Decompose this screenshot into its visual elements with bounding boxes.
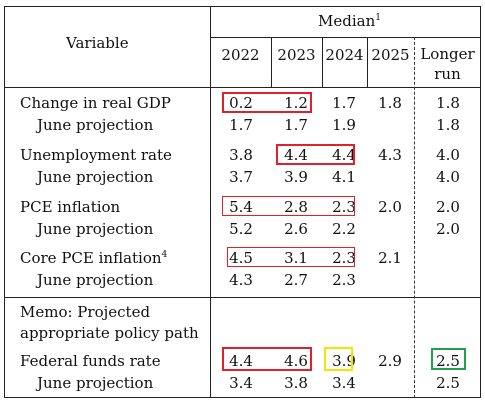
cell-2022: 5.2 xyxy=(229,220,253,238)
row-label: Unemployment rate xyxy=(20,146,172,164)
cell-2024: 4.1 xyxy=(332,168,356,186)
cell-longer-run: 1.8 xyxy=(436,94,460,112)
row-label-june-projection: June projection xyxy=(37,374,154,392)
year-header-2025: 2025 xyxy=(371,46,410,64)
row-label: PCE inflation xyxy=(20,198,121,216)
cell-2025: 2.1 xyxy=(378,249,402,267)
cell-2024: 1.7 xyxy=(332,94,356,112)
year-header-2023: 2023 xyxy=(277,46,316,64)
median-header: Median1 xyxy=(318,12,381,30)
cell-2024: 3.9 xyxy=(332,352,356,370)
highlight-gdp-2022-2023 xyxy=(222,92,312,113)
row-label-june-projection: June projection xyxy=(37,220,154,238)
cell-2024: 4.4 xyxy=(332,146,356,164)
cell-2022: 3.7 xyxy=(229,168,253,186)
cell-2022: 1.7 xyxy=(229,116,253,134)
highlight-unemployment-2023-2024 xyxy=(276,144,355,165)
cell-2022: 3.8 xyxy=(229,146,253,164)
cell-2024: 1.9 xyxy=(332,116,356,134)
cell-2023: 2.7 xyxy=(284,271,308,289)
year-header-2022: 2022 xyxy=(221,46,260,64)
header-col-divider-2025 xyxy=(367,37,368,87)
longer-run-dashed-divider xyxy=(414,37,415,398)
cell-2022: 4.5 xyxy=(229,249,253,267)
cell-longer-run: 2.5 xyxy=(436,352,460,370)
cell-2023: 1.7 xyxy=(284,116,308,134)
cell-2023: 3.8 xyxy=(284,374,308,392)
cell-longer-run: 2.5 xyxy=(436,374,460,392)
highlight-fedfunds-2024 xyxy=(324,347,353,371)
cell-longer-run: 2.0 xyxy=(436,220,460,238)
cell-2024: 2.3 xyxy=(332,249,356,267)
cell-2024: 3.4 xyxy=(332,374,356,392)
highlight-fedfunds-2022-2023 xyxy=(222,347,312,371)
cell-2025: 2.9 xyxy=(378,352,402,370)
projections-table xyxy=(4,6,481,398)
row-label-june-projection: June projection xyxy=(37,116,154,134)
cell-2023: 2.6 xyxy=(284,220,308,238)
cell-2024: 2.3 xyxy=(332,198,356,216)
cell-2023: 2.8 xyxy=(284,198,308,216)
row-label: Core PCE inflation4 xyxy=(20,249,168,267)
row-label-june-projection: June projection xyxy=(37,271,154,289)
year-header-2024: 2024 xyxy=(325,46,364,64)
cell-2022: 4.4 xyxy=(229,352,253,370)
cell-2023: 1.2 xyxy=(284,94,308,112)
cell-longer-run: 2.0 xyxy=(436,198,460,216)
header-col-divider-2024 xyxy=(322,37,323,87)
cell-longer-run: 4.0 xyxy=(436,168,460,186)
highlight-core-pce-2022-2024 xyxy=(227,247,355,267)
row-label: Federal funds rate xyxy=(20,352,161,370)
cell-2022: 3.4 xyxy=(229,374,253,392)
cell-2023: 4.6 xyxy=(284,352,308,370)
cell-longer-run: 1.8 xyxy=(436,116,460,134)
cell-2022: 0.2 xyxy=(229,94,253,112)
cell-2024: 2.3 xyxy=(332,271,356,289)
cell-2022: 4.3 xyxy=(229,271,253,289)
row-label-june-projection: June projection xyxy=(37,168,154,186)
variable-header: Variable xyxy=(66,34,129,52)
cell-2023: 4.4 xyxy=(284,146,308,164)
row-label: Change in real GDP xyxy=(20,94,171,112)
cell-2023: 3.9 xyxy=(284,168,308,186)
variable-column-divider xyxy=(210,6,211,398)
longer-run-header: Longer run xyxy=(420,45,475,83)
cell-2024: 2.2 xyxy=(332,220,356,238)
cell-2023: 3.1 xyxy=(284,249,308,267)
cell-2022: 5.4 xyxy=(229,198,253,216)
cell-2025: 2.0 xyxy=(378,198,402,216)
header-divider-median xyxy=(210,37,481,38)
highlight-pce-2022-2024 xyxy=(222,196,355,216)
memo-label: Memo: Projected appropriate policy path xyxy=(20,303,199,342)
header-bottom-rule xyxy=(4,87,481,88)
highlight-fedfunds-longer-run xyxy=(431,348,466,370)
cell-2025: 1.8 xyxy=(378,94,402,112)
header-col-divider-2023 xyxy=(271,37,272,87)
cell-longer-run: 4.0 xyxy=(436,146,460,164)
memo-divider xyxy=(4,297,481,298)
cell-2025: 4.3 xyxy=(378,146,402,164)
